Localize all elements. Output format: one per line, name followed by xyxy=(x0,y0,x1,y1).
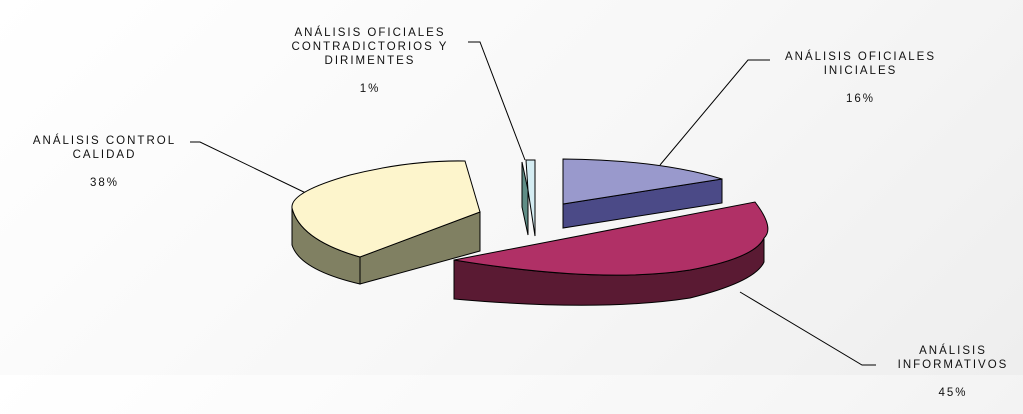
label-control-calidad-percent: 38% xyxy=(89,177,120,189)
leader-line-contradictorios xyxy=(468,41,526,161)
label-informativos-percent: 45% xyxy=(938,387,968,399)
label-contradictorios-name: ANÁLISIS OFICIALES CONTRADICTORIOS Y DIR… xyxy=(291,27,449,67)
label-control-calidad: ANÁLISIS CONTROL CALIDAD 38% xyxy=(2,120,207,204)
label-oficiales-iniciales-percent: 16% xyxy=(845,93,876,105)
pie-chart xyxy=(190,41,876,366)
slice-top xyxy=(562,158,723,205)
label-informativos-name: ANÁLISIS INFORMATIVOS xyxy=(897,345,1009,371)
label-control-calidad-name: ANÁLISIS CONTROL CALIDAD xyxy=(32,135,177,161)
slice-oficiales-iniciales xyxy=(562,158,723,229)
label-contradictorios: ANÁLISIS OFICIALES CONTRADICTORIOS Y DIR… xyxy=(255,12,485,110)
leader-line-control-calidad xyxy=(190,141,311,196)
label-oficiales-iniciales-name: ANÁLISIS OFICIALES INICIALES xyxy=(784,51,937,77)
label-contradictorios-percent: 1% xyxy=(359,83,381,95)
leader-line-oficiales-iniciales xyxy=(659,59,770,166)
slice-top xyxy=(291,160,481,258)
slice-top xyxy=(525,159,536,237)
slice-top xyxy=(453,201,769,276)
slice-control-calidad xyxy=(291,160,481,285)
leader-line-informativos xyxy=(739,291,876,366)
label-oficiales-iniciales: ANÁLISIS OFICIALES INICIALES 16% xyxy=(758,36,963,120)
slice-informativos xyxy=(453,201,769,306)
label-informativos: ANÁLISIS INFORMATIVOS 45% xyxy=(868,330,1023,414)
slice-side xyxy=(521,161,529,236)
leader-lines xyxy=(190,41,876,366)
slice-contradictorios xyxy=(521,159,536,237)
